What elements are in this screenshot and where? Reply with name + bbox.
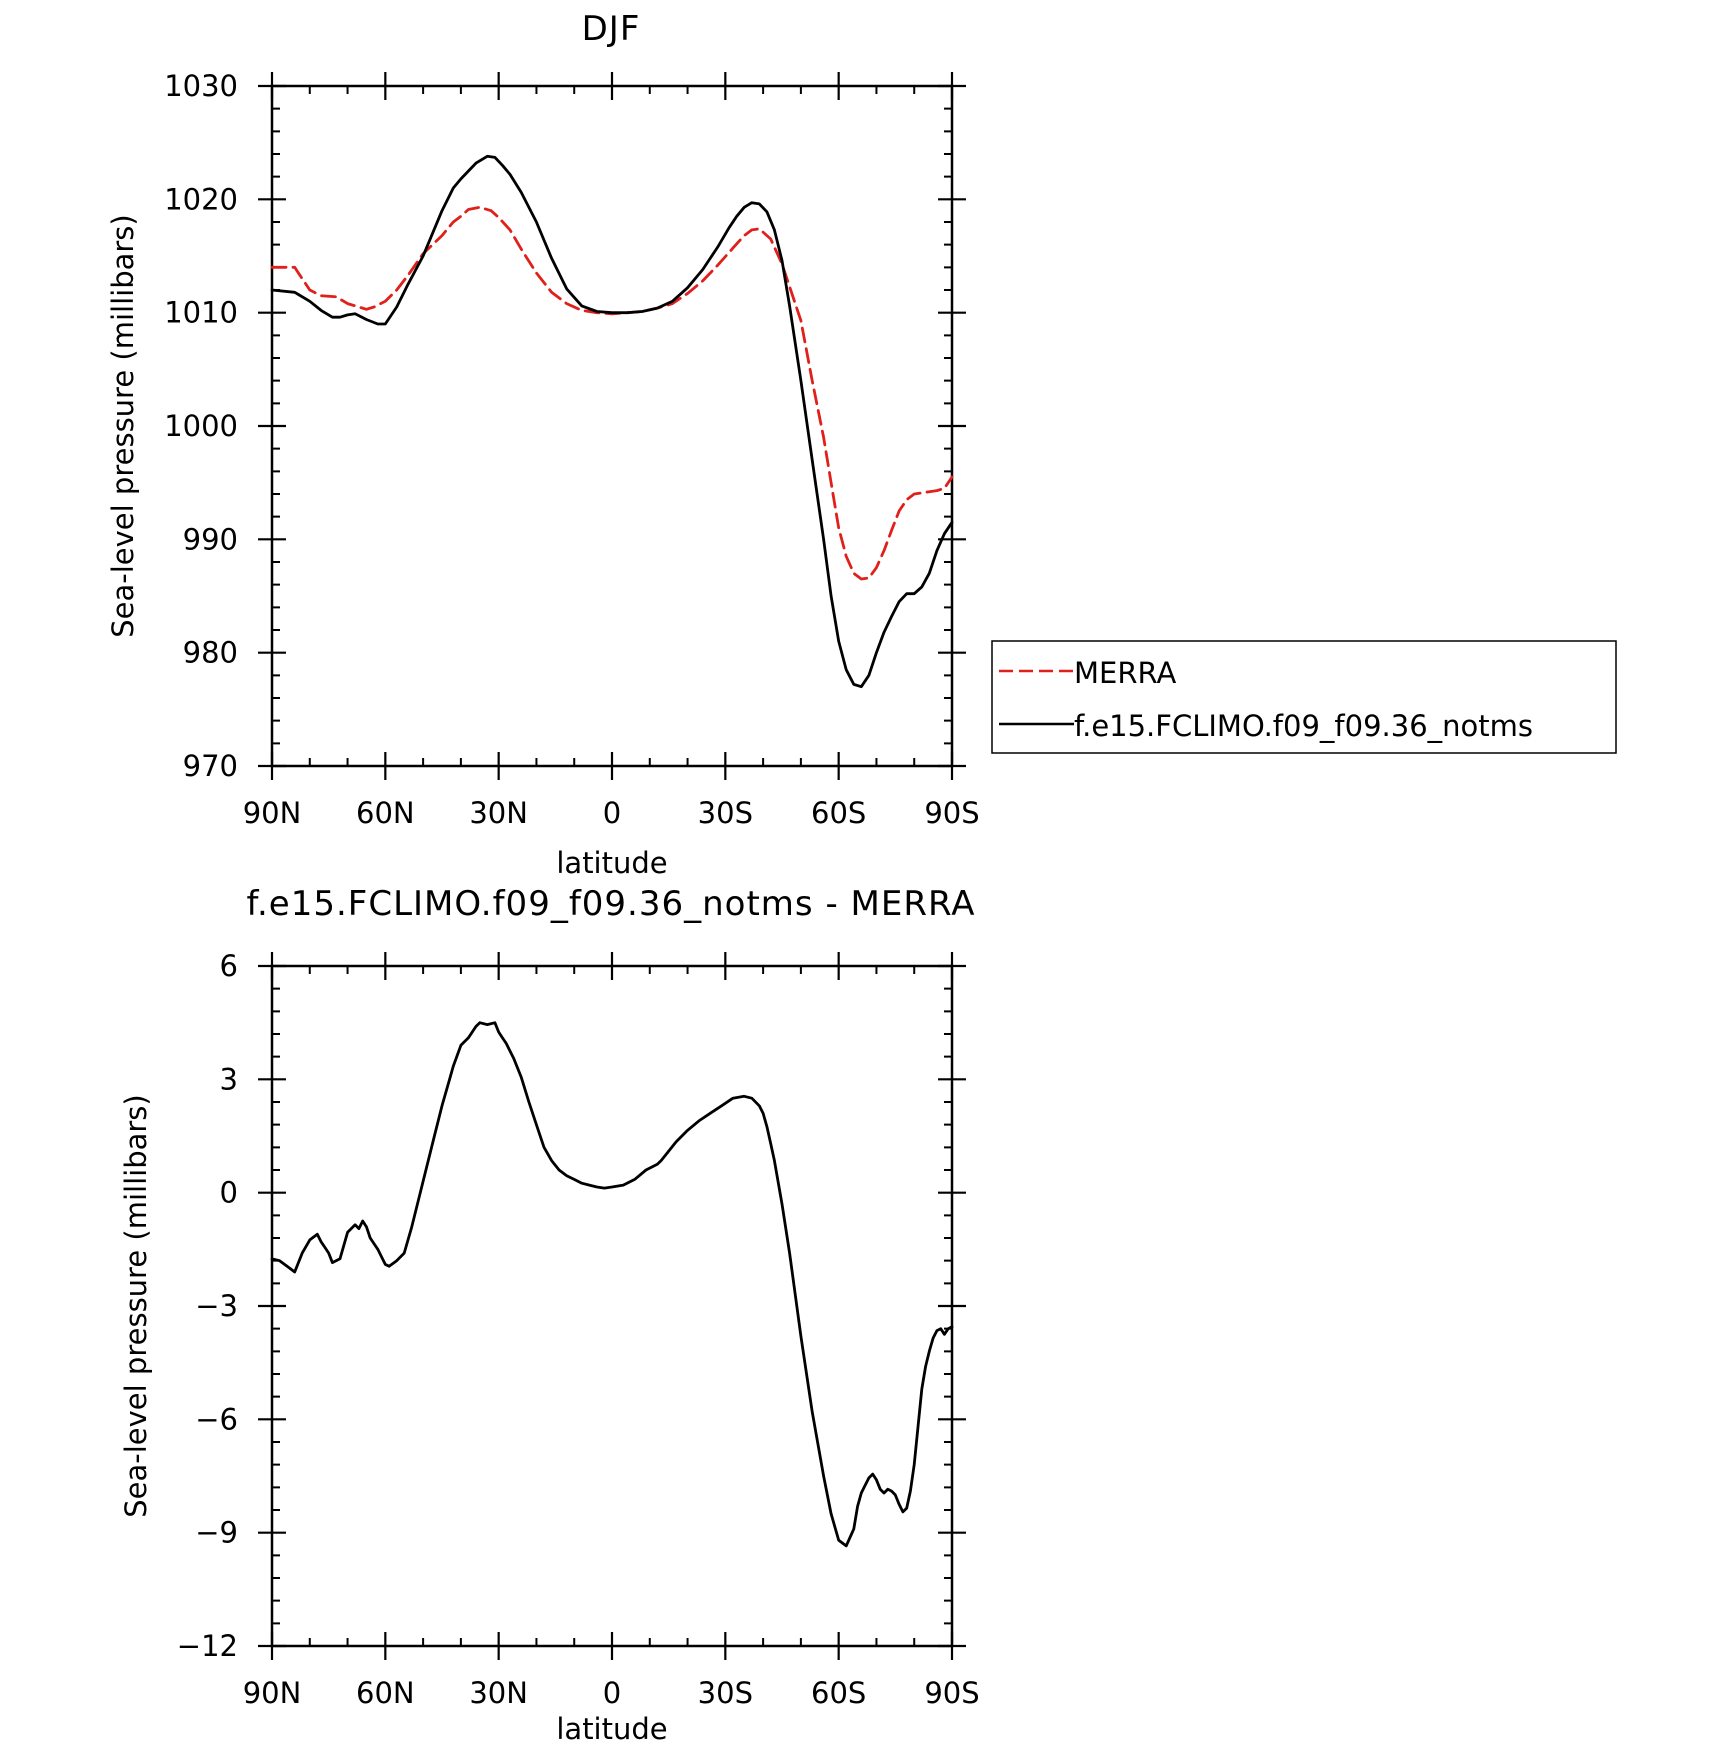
series-lines (270, 1021, 954, 1548)
x-tick-label-6: 90S (924, 796, 979, 830)
series-line-1 (270, 154, 954, 689)
plot-frame (270, 964, 954, 1648)
x-tick-label-1: 60N (356, 796, 415, 830)
legend-box (991, 640, 1617, 754)
x-ticks (270, 952, 954, 1660)
series-lines (270, 154, 954, 689)
y-tick-labels: 6 3 0 −3 −6 −9 −12 (177, 949, 238, 1663)
series-line-0 (270, 205, 954, 581)
y-tick-label-4: −6 (195, 1402, 238, 1436)
x-tick-label-4: 30S (698, 796, 753, 830)
x-tick-label-5: 60S (811, 796, 866, 830)
y-tick-label-4: 990 (183, 522, 238, 556)
plot-frame (270, 84, 954, 768)
x-tick-label-0: 90N (243, 796, 302, 830)
legend: MERRA f.e15.FCLIMO.f09_f09.36_notms (991, 640, 1617, 754)
y-tick-label-2: 0 (220, 1176, 238, 1210)
y-axis-label: Sea-level pressure (millibars) (106, 214, 140, 637)
y-tick-label-3: −3 (195, 1289, 238, 1323)
x-tick-labels: 90N 60N 30N 0 30S 60S 90S (243, 1676, 980, 1710)
x-tick-labels: 90N 60N 30N 0 30S 60S 90S (243, 796, 980, 830)
legend-label-merra: MERRA (1074, 656, 1176, 690)
x-axis-label: latitude (556, 846, 667, 880)
x-tick-label-6: 90S (924, 1676, 979, 1710)
y-axis-label: Sea-level pressure (millibars) (119, 1094, 153, 1517)
chart-title: f.e15.FCLIMO.f09_f09.36_notms - MERRA (247, 884, 976, 924)
y-tick-labels: 1030 1020 1010 1000 990 980 970 (164, 69, 238, 783)
x-tick-label-0: 90N (243, 1676, 302, 1710)
x-ticks (270, 72, 954, 780)
y-tick-label-3: 1000 (164, 409, 238, 443)
y-tick-label-1: 3 (220, 1062, 238, 1096)
series-line-0 (270, 1021, 954, 1548)
x-axis-label: latitude (556, 1712, 667, 1745)
x-tick-label-5: 60S (811, 1676, 866, 1710)
y-tick-label-0: 1030 (164, 69, 238, 103)
y-tick-label-1: 1020 (164, 182, 238, 216)
chart-title: DJF (582, 9, 641, 49)
y-tick-label-5: 980 (183, 636, 238, 670)
y-tick-label-0: 6 (220, 949, 238, 983)
panel-top-djf: DJF 90N 60N 30N 0 30S 60S 90S 1030 1020 1010 1000… (106, 9, 1617, 880)
x-tick-label-4: 30S (698, 1676, 753, 1710)
y-ticks (258, 964, 966, 1648)
x-tick-label-3: 0 (603, 1676, 621, 1710)
y-ticks (258, 84, 966, 768)
x-tick-label-2: 30N (469, 796, 528, 830)
x-tick-label-3: 0 (603, 796, 621, 830)
y-tick-label-2: 1010 (164, 296, 238, 330)
x-tick-label-2: 30N (469, 1676, 528, 1710)
panel-bottom-difference: f.e15.FCLIMO.f09_f09.36_notms - MERRA 90… (119, 884, 980, 1745)
y-tick-label-6: −12 (177, 1629, 238, 1663)
legend-label-model: f.e15.FCLIMO.f09_f09.36_notms (1074, 709, 1533, 743)
y-tick-label-6: 970 (183, 749, 238, 783)
x-tick-label-1: 60N (356, 1676, 415, 1710)
y-tick-label-5: −9 (195, 1516, 238, 1550)
